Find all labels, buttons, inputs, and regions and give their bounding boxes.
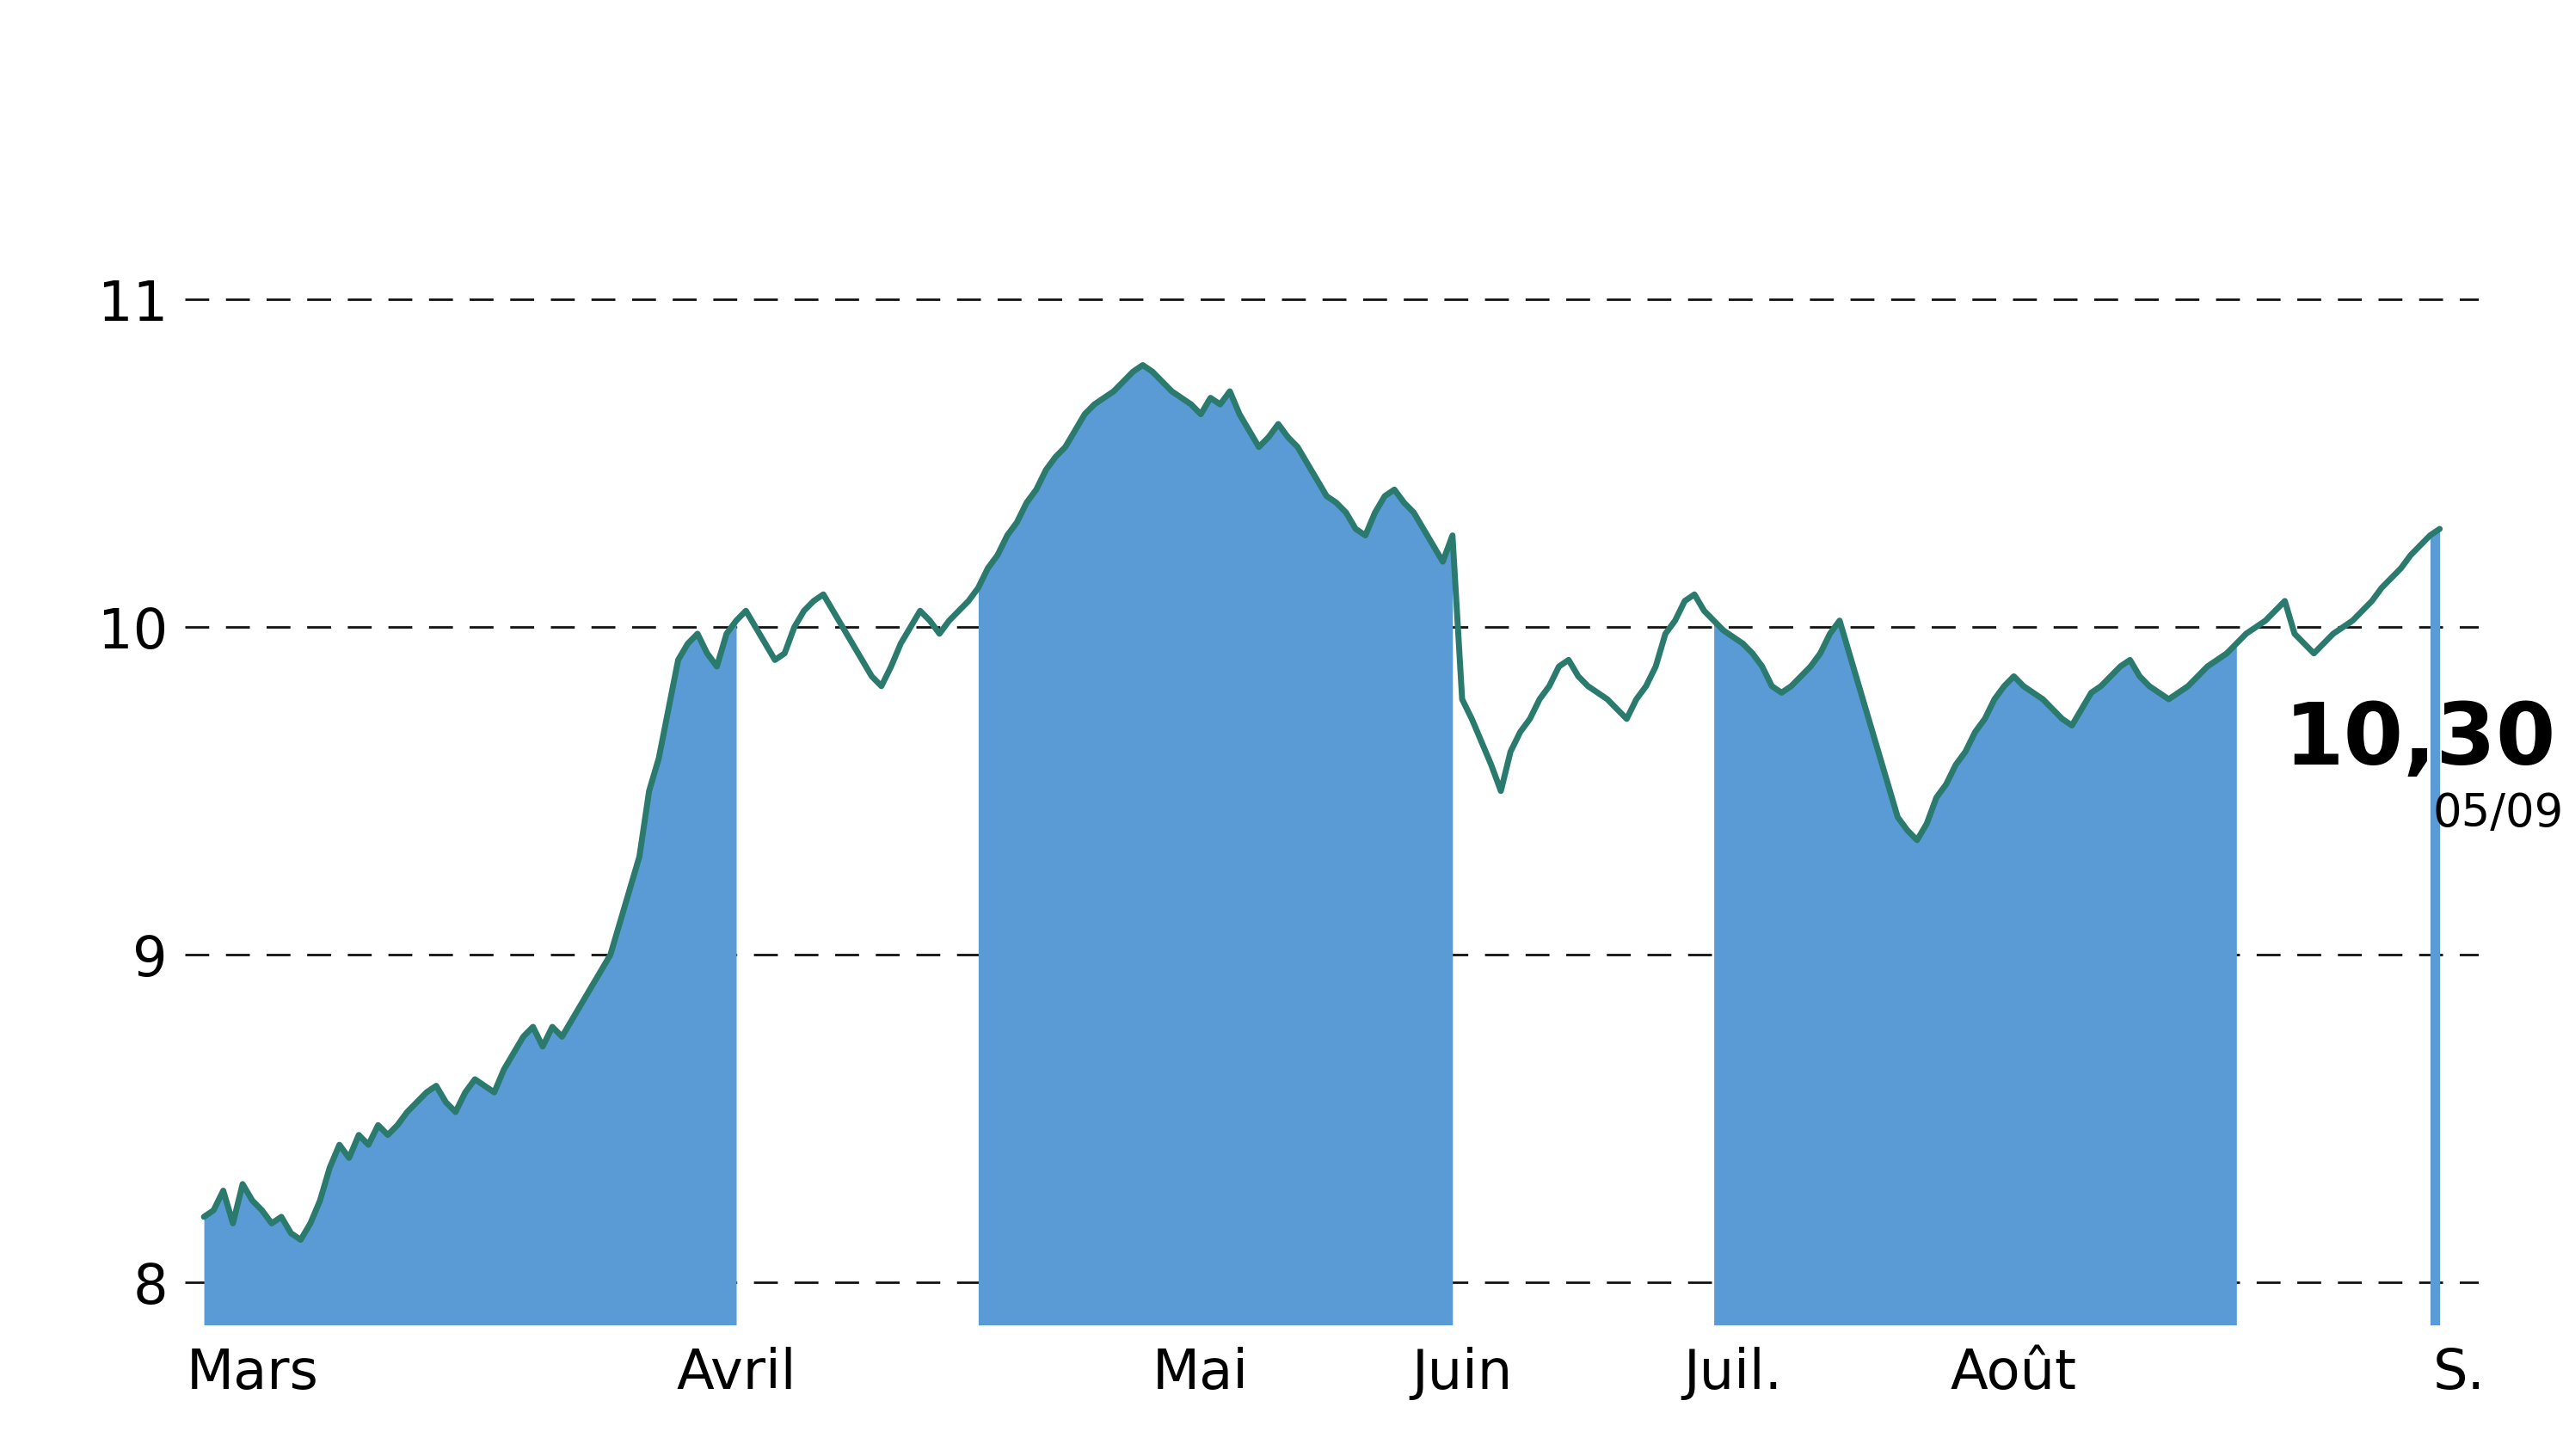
Text: 10,30: 10,30 <box>2284 699 2555 783</box>
Text: VIEL ET COMPAGNIE: VIEL ET COMPAGNIE <box>730 12 1833 108</box>
Text: 05/09: 05/09 <box>2432 791 2563 836</box>
